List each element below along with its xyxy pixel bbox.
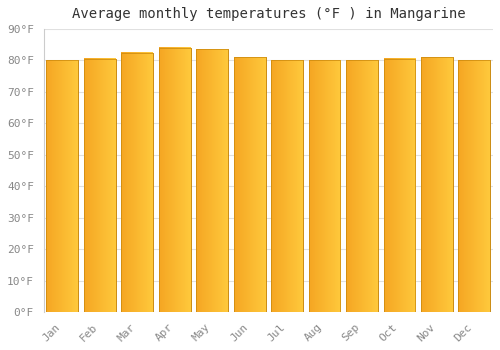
Bar <box>234 57 266 312</box>
Bar <box>458 61 490 312</box>
Bar <box>84 59 116 312</box>
Bar <box>122 52 153 312</box>
Bar <box>84 59 116 312</box>
Bar <box>346 61 378 312</box>
Bar <box>159 48 190 312</box>
Bar <box>46 61 78 312</box>
Bar <box>159 48 190 312</box>
Title: Average monthly temperatures (°F ) in Mangarine: Average monthly temperatures (°F ) in Ma… <box>72 7 465 21</box>
Bar <box>421 57 453 312</box>
Bar <box>384 59 416 312</box>
Bar <box>271 61 303 312</box>
Bar <box>234 57 266 312</box>
Bar <box>346 61 378 312</box>
Bar <box>271 61 303 312</box>
Bar <box>196 49 228 312</box>
Bar <box>384 59 416 312</box>
Bar <box>308 61 340 312</box>
Bar <box>46 61 78 312</box>
Bar <box>122 52 153 312</box>
Bar <box>458 61 490 312</box>
Bar <box>196 49 228 312</box>
Bar <box>421 57 453 312</box>
Bar <box>308 61 340 312</box>
